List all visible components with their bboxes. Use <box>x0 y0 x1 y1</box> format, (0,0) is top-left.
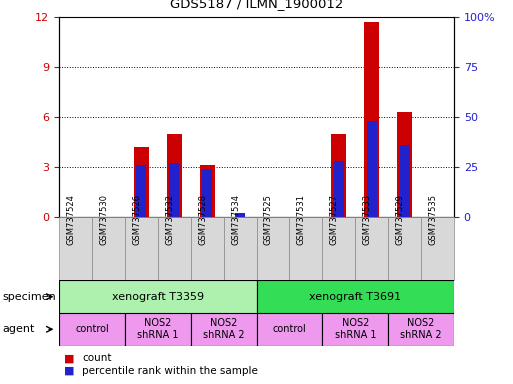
Text: GSM737533: GSM737533 <box>363 194 372 245</box>
Bar <box>364 22 379 217</box>
Bar <box>256 313 322 346</box>
Bar <box>125 217 158 280</box>
Bar <box>224 217 256 280</box>
Bar <box>59 280 256 313</box>
Bar <box>397 112 412 217</box>
Bar <box>92 217 125 280</box>
Text: NOS2
shRNA 1: NOS2 shRNA 1 <box>137 318 179 340</box>
Bar <box>367 121 377 217</box>
Bar <box>388 217 421 280</box>
Bar <box>421 217 454 280</box>
Text: specimen: specimen <box>3 291 56 302</box>
Bar <box>235 213 245 217</box>
Bar <box>125 313 191 346</box>
Bar <box>136 165 146 217</box>
Bar <box>400 145 409 217</box>
Bar <box>167 134 182 217</box>
Text: GSM737529: GSM737529 <box>396 194 405 245</box>
Text: ■: ■ <box>64 366 74 376</box>
Text: ■: ■ <box>64 353 74 363</box>
Text: control: control <box>75 324 109 334</box>
Text: GSM737530: GSM737530 <box>100 194 108 245</box>
Text: GSM737524: GSM737524 <box>67 194 75 245</box>
Bar <box>158 217 191 280</box>
Text: control: control <box>272 324 306 334</box>
Text: NOS2
shRNA 2: NOS2 shRNA 2 <box>203 318 244 340</box>
Bar <box>355 217 388 280</box>
Text: GSM737526: GSM737526 <box>132 194 141 245</box>
Bar <box>169 163 179 217</box>
Text: GSM737527: GSM737527 <box>330 194 339 245</box>
Bar <box>200 166 214 217</box>
Bar <box>134 147 149 217</box>
Bar <box>191 313 256 346</box>
Bar <box>334 161 344 217</box>
Text: GSM737531: GSM737531 <box>297 194 306 245</box>
Bar <box>322 313 388 346</box>
Text: GSM737535: GSM737535 <box>428 194 438 245</box>
Bar <box>289 217 322 280</box>
Bar <box>191 217 224 280</box>
Bar <box>331 134 346 217</box>
Bar <box>256 217 289 280</box>
Text: NOS2
shRNA 1: NOS2 shRNA 1 <box>334 318 376 340</box>
Text: GDS5187 / ILMN_1900012: GDS5187 / ILMN_1900012 <box>170 0 343 10</box>
Bar <box>388 313 454 346</box>
Text: agent: agent <box>3 324 35 334</box>
Bar <box>256 280 454 313</box>
Text: NOS2
shRNA 2: NOS2 shRNA 2 <box>400 318 442 340</box>
Text: count: count <box>82 353 112 363</box>
Text: percentile rank within the sample: percentile rank within the sample <box>82 366 258 376</box>
Bar <box>202 169 212 217</box>
Text: GSM737532: GSM737532 <box>165 194 174 245</box>
Bar <box>59 313 125 346</box>
Text: GSM737534: GSM737534 <box>231 194 240 245</box>
Text: xenograft T3359: xenograft T3359 <box>112 291 204 302</box>
Bar <box>59 217 92 280</box>
Text: GSM737525: GSM737525 <box>264 194 273 245</box>
Bar <box>322 217 355 280</box>
Text: xenograft T3691: xenograft T3691 <box>309 291 401 302</box>
Text: GSM737528: GSM737528 <box>198 194 207 245</box>
